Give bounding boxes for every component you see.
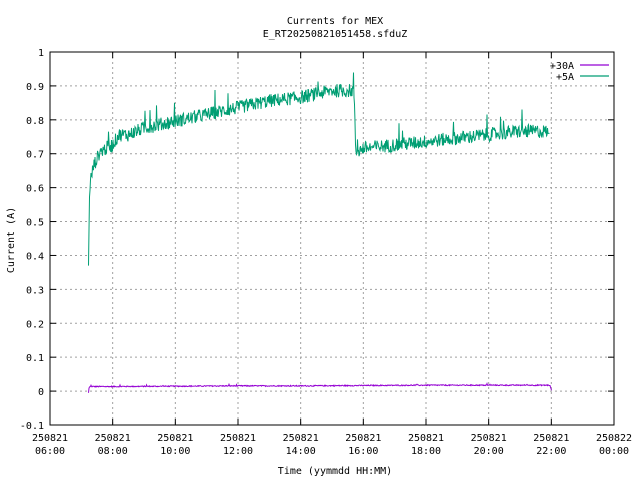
y-tick-label: 0.1 (26, 353, 44, 364)
y-tick-label: 0.7 (26, 150, 44, 161)
y-tick-label: 0 (38, 387, 44, 398)
y-axis-label: Current (A) (6, 207, 17, 273)
x-tick-label-time: 10:00 (160, 446, 190, 457)
x-tick-label-date: 250821 (32, 433, 68, 444)
x-tick-label-date: 250821 (157, 433, 193, 444)
y-tick-label: 0.2 (26, 319, 44, 330)
x-tick-label-date: 250821 (95, 433, 131, 444)
x-tick-label-time: 16:00 (348, 446, 378, 457)
x-tick-label-date: 250822 (596, 433, 632, 444)
x-tick-label-date: 250821 (283, 433, 319, 444)
legend-label: +30A (550, 61, 574, 72)
y-tick-label: 0.5 (26, 218, 44, 229)
grid-lines (50, 52, 614, 425)
y-tick-label: 1 (38, 48, 44, 59)
x-tick-label-time: 18:00 (411, 446, 441, 457)
x-tick-label-time: 08:00 (98, 446, 128, 457)
series-line-plus5a (88, 72, 550, 266)
legend: +30A+5A (550, 61, 609, 83)
chart-subtitle: E_RT20250821051458.sfduZ (263, 29, 408, 40)
tick-labels: -0.1 0 0.1 0.2 0.3 0.4 0.5 0.6 0.7 0.8 0.9 1 250821 0… (20, 48, 632, 457)
x-tick-label-time: 14:00 (286, 446, 316, 457)
series-layer (88, 72, 552, 393)
x-tick-label-date: 250821 (471, 433, 507, 444)
legend-label: +5A (556, 72, 574, 83)
x-tick-label-time: 20:00 (474, 446, 504, 457)
axis-ticks (49, 51, 615, 426)
x-tick-label-time: 00:00 (599, 446, 629, 457)
x-axis-label: Time (yymmdd HH:MM) (278, 466, 392, 477)
chart-title: Currents for MEX (287, 16, 383, 27)
y-tick-label: 0.3 (26, 285, 44, 296)
x-tick-label-time: 12:00 (223, 446, 253, 457)
x-tick-label-date: 250821 (220, 433, 256, 444)
x-tick-label-time: 22:00 (536, 446, 566, 457)
plot-frame (49, 51, 615, 426)
y-tick-label: 0.9 (26, 82, 44, 93)
y-tick-label: 0.6 (26, 184, 44, 195)
y-tick-label: 0.8 (26, 116, 44, 127)
x-tick-label-date: 250821 (533, 433, 569, 444)
x-tick-label-time: 06:00 (35, 446, 65, 457)
y-tick-label: 0.4 (26, 251, 44, 262)
x-tick-label-date: 250821 (408, 433, 444, 444)
y-tick-label: -0.1 (20, 421, 44, 432)
x-tick-label-date: 250821 (345, 433, 381, 444)
series-line-plus30a (88, 382, 552, 393)
